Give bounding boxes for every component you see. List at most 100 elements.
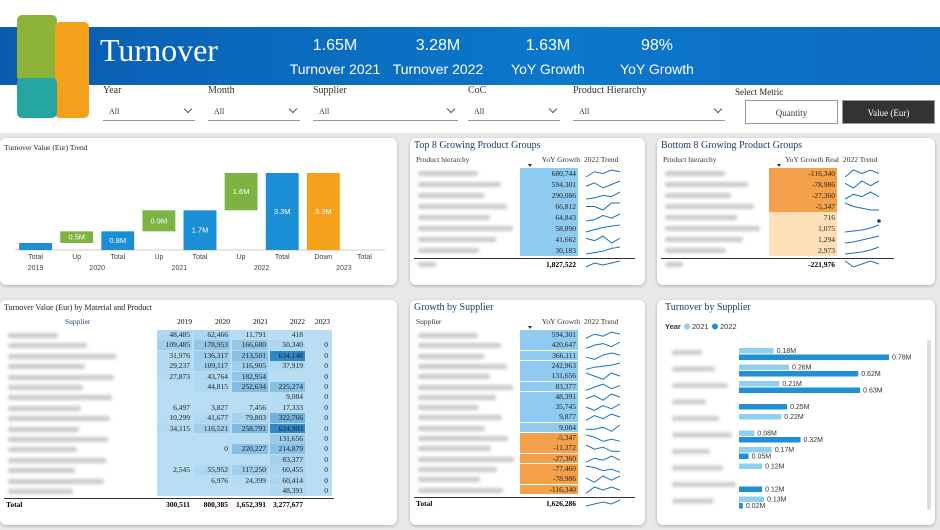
sparkline — [585, 224, 621, 233]
blurred-label — [665, 226, 760, 231]
blurred-label — [665, 193, 731, 198]
logo — [17, 15, 57, 81]
blurred-label — [418, 248, 479, 253]
blurred-label — [418, 237, 496, 242]
sparkline — [844, 191, 880, 200]
matrix-cell: 624,903 — [270, 423, 305, 434]
total-rule — [661, 258, 894, 259]
waterfall-bar — [60, 231, 94, 243]
dropdown-value: All — [109, 107, 120, 116]
x-tick-label: Total — [275, 254, 290, 261]
sparkline — [585, 393, 621, 401]
spark-line — [585, 382, 621, 391]
blurred-label — [8, 468, 75, 474]
panel: Bottom 8 Growing Product Groups Product h… — [657, 138, 935, 285]
chart-title: Turnover Value (Eur) Trend — [4, 143, 88, 152]
dropdown[interactable]: All — [313, 104, 458, 121]
value-cell: 594,301 — [520, 330, 578, 340]
bar — [739, 387, 861, 393]
blurred-label — [418, 363, 507, 369]
kpi-value: 3.28M — [415, 37, 461, 54]
blurred-label — [8, 385, 83, 390]
value-label: 0.18M — [777, 348, 797, 355]
value-cell: 131,656 — [520, 371, 578, 381]
matrix-cell: 10,299 — [157, 413, 192, 424]
value-cell: -27,360 — [769, 190, 837, 201]
value-label: 3.3M — [315, 207, 332, 216]
matrix-cell: 0 — [307, 475, 330, 486]
blurred-label — [8, 457, 106, 463]
sparkline — [585, 499, 621, 507]
legend-label: 2022 — [720, 322, 737, 331]
value-cell: 41,662 — [520, 234, 578, 245]
matrix-cell: 182,954 — [232, 371, 268, 382]
blurred-label — [665, 204, 754, 209]
matrix-cell: 117,250 — [232, 465, 268, 476]
sparkline — [585, 213, 621, 222]
column-header: YoY Growth — [541, 317, 580, 326]
dropdown[interactable]: All — [573, 104, 725, 121]
matrix-cell: 17,333 — [270, 402, 305, 413]
matrix-cell: 136,317 — [194, 350, 230, 361]
metric-button[interactable]: Quantity — [745, 100, 838, 124]
value-label: 0.78M — [892, 355, 912, 362]
blurred-label — [8, 426, 79, 432]
blurred-label — [418, 262, 436, 267]
matrix-cell: 0 — [307, 486, 330, 496]
value-cell: 66,812 — [520, 201, 578, 212]
value-cell: -116,340 — [520, 484, 578, 495]
spark-line — [844, 202, 879, 211]
sparkline — [585, 485, 621, 494]
dropdown[interactable]: All — [103, 104, 195, 121]
sparkline — [844, 169, 880, 178]
dropdown-value: All — [214, 107, 225, 116]
matrix-cell: 79,803 — [232, 413, 268, 424]
matrix-cell: 258,791 — [232, 423, 268, 434]
kpi-value: 98% — [640, 37, 674, 54]
value-label: 0.02M — [746, 503, 766, 510]
value-cell: -116,340 — [769, 168, 837, 179]
filter-label: Month — [208, 85, 235, 96]
total-rule — [4, 498, 334, 500]
matrix-cell: 418 — [270, 330, 305, 340]
sort-arrow — [777, 164, 781, 167]
bar-chart: Year 2021 2022 0.18M 0.78M 0.26M 0.62M 0.21M 0.6… — [665, 322, 931, 510]
total-value: -221,976 — [808, 260, 835, 269]
blurred-label — [418, 446, 491, 452]
value-label: 0.5M — [68, 233, 85, 242]
matrix-cell: 0 — [194, 444, 230, 455]
waterfall-bar — [306, 173, 340, 250]
bar — [739, 453, 749, 459]
blurred-label — [8, 437, 108, 442]
blurred-label — [672, 350, 702, 355]
blurred-label — [418, 182, 501, 187]
spark-line — [844, 191, 880, 200]
value-cell: 716 — [769, 212, 837, 223]
total-label: Total — [6, 500, 23, 510]
dropdown[interactable]: All — [468, 104, 560, 121]
blurred-label — [672, 498, 714, 504]
dropdown[interactable]: All — [208, 104, 300, 121]
spark-line — [585, 352, 621, 360]
matrix-cell: 34,115 — [157, 423, 192, 434]
x-tick-label: Up — [154, 254, 163, 261]
sparkline — [585, 382, 621, 391]
matrix-cell: 225,274 — [270, 382, 305, 392]
sort-arrow — [528, 326, 532, 329]
value-label: 0.08M — [757, 431, 777, 438]
value-cell: 2,973 — [769, 245, 837, 256]
chevron — [288, 104, 298, 114]
total-value: 3,277,677 — [273, 500, 303, 510]
blurred-label — [8, 447, 77, 453]
blurred-label — [8, 489, 73, 494]
spark-line — [585, 413, 621, 422]
blurred-label — [418, 394, 496, 400]
spark-line — [585, 213, 621, 222]
matrix-cell: 634,148 — [270, 350, 305, 361]
spark-line — [586, 202, 620, 211]
panel: Growth by Supplier Supplier YoY Growth 2022… — [410, 300, 645, 525]
column-header: 2021 — [253, 317, 268, 326]
metric-button[interactable]: Value (Eur) — [842, 100, 935, 124]
blurred-label — [672, 465, 723, 471]
matrix-cell: 109,117 — [194, 361, 230, 372]
